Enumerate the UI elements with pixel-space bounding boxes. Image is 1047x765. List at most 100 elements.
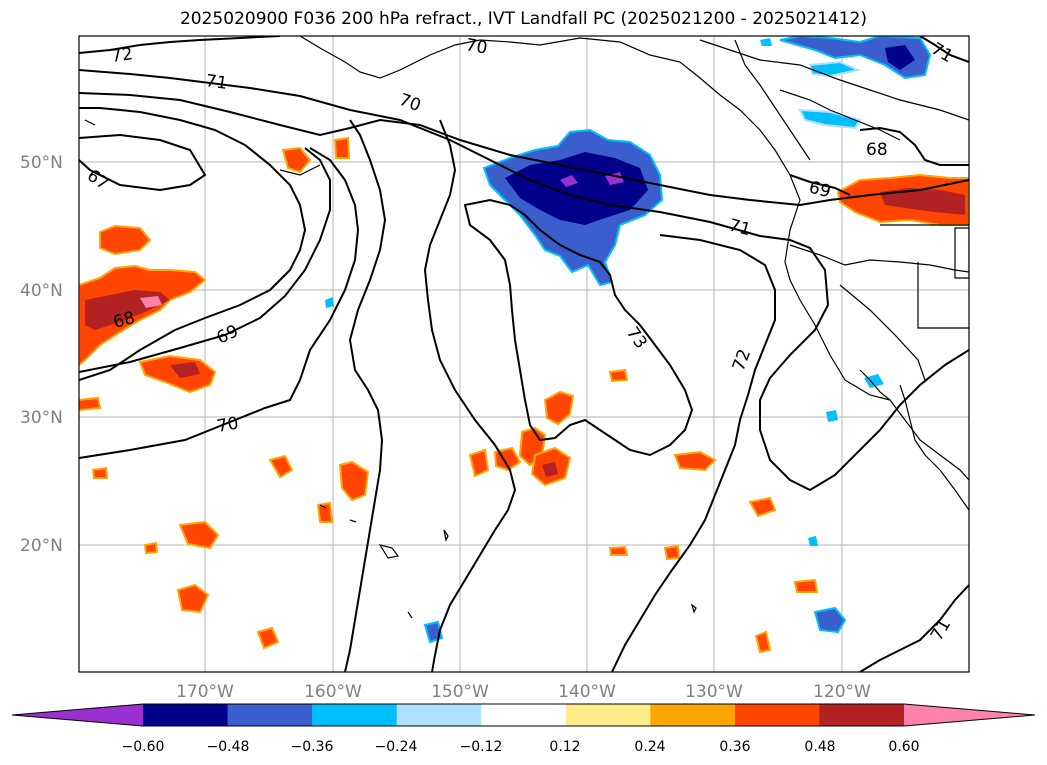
colorbar-segment bbox=[650, 704, 736, 726]
purple-spot-1 bbox=[560, 175, 578, 187]
coastlines bbox=[84, 36, 969, 619]
colorbar-tick-label: −0.60 bbox=[122, 739, 165, 755]
contour-72-east bbox=[611, 234, 776, 672]
lon-label-120w: 120°W bbox=[813, 682, 871, 702]
contour-label-72: 72 bbox=[110, 44, 134, 67]
lat-label-30n: 30°N bbox=[20, 408, 63, 428]
colorbar-tick-label: −0.36 bbox=[291, 739, 334, 755]
lat-label-50n: 50°N bbox=[20, 153, 63, 173]
orange-region-south-3 bbox=[268, 454, 294, 479]
colorbar-tick-label: 0.12 bbox=[549, 739, 580, 755]
contour-70-west bbox=[79, 147, 360, 459]
red-region-northeast bbox=[880, 188, 965, 215]
pink-region-west bbox=[140, 296, 162, 308]
colorbar-tick-label: −0.24 bbox=[375, 739, 418, 755]
blue-core-gulf-of-alaska bbox=[505, 152, 648, 225]
blue-region-south bbox=[813, 606, 847, 634]
contour-lines bbox=[79, 36, 969, 672]
lat-label-40n: 40°N bbox=[20, 281, 63, 301]
colorbar-tick-label: −0.12 bbox=[460, 739, 503, 755]
orange-region-central-1 bbox=[543, 390, 575, 426]
contour-73 bbox=[463, 198, 694, 457]
colorbar-segment bbox=[819, 704, 905, 726]
colorbar-segment bbox=[565, 704, 651, 726]
orange-region-small-4 bbox=[143, 541, 159, 555]
contour-label-70-top: 70 bbox=[464, 35, 489, 58]
contour-68-west bbox=[79, 107, 307, 381]
contour-ne-arc bbox=[919, 36, 969, 63]
colorbar-extend-high bbox=[904, 704, 1035, 726]
colorbar-tick-label: 0.48 bbox=[804, 739, 835, 755]
contour-70-north bbox=[79, 92, 969, 207]
orange-region-south-2 bbox=[176, 583, 210, 614]
positive-anomaly-regions bbox=[79, 136, 969, 654]
negative-anomaly-regions bbox=[325, 36, 932, 644]
latitude-labels: 50°N 40°N 30°N 20°N bbox=[20, 153, 63, 556]
orange-region-south-4 bbox=[338, 460, 370, 502]
lon-label-170w: 170°W bbox=[176, 682, 234, 702]
orange-region-south-7 bbox=[754, 630, 772, 654]
map-title: 2025020900 F036 200 hPa refract., IVT La… bbox=[179, 9, 867, 29]
blue-core-northeast bbox=[885, 45, 915, 70]
orange-region-north-1 bbox=[281, 146, 312, 174]
blue-region-small-3 bbox=[808, 536, 818, 546]
contour-67 bbox=[79, 133, 207, 192]
contour-label-71: 71 bbox=[204, 71, 228, 94]
blue-region-baja bbox=[864, 374, 884, 388]
contour-71-south bbox=[859, 584, 969, 672]
map-frame bbox=[78, 35, 970, 673]
contour-label-68-ne: 68 bbox=[866, 140, 888, 160]
blue-region-small-2 bbox=[826, 410, 838, 422]
contour-label-70-west: 70 bbox=[215, 413, 240, 436]
colorbar-segment bbox=[312, 704, 398, 726]
contour-71-central bbox=[423, 119, 517, 672]
contour-71-north bbox=[79, 69, 969, 492]
contour-70-central bbox=[344, 119, 387, 672]
orange-region-central-6 bbox=[673, 450, 717, 472]
orange-region-south-6 bbox=[748, 496, 777, 518]
orange-region-small-5 bbox=[333, 136, 351, 159]
colorbar bbox=[11, 703, 1036, 727]
blue-region-small-ne bbox=[808, 60, 862, 78]
orange-region-small-1 bbox=[608, 368, 629, 383]
blue-region-small-5 bbox=[760, 38, 772, 46]
contour-69-west bbox=[79, 147, 331, 373]
lon-label-140w: 140°W bbox=[558, 682, 616, 702]
orange-region-small-9 bbox=[793, 578, 819, 593]
blue-region-bc bbox=[798, 108, 862, 130]
colorbar-tick-label: −0.48 bbox=[207, 739, 250, 755]
colorbar-extend-low bbox=[12, 704, 143, 726]
lon-label-130w: 130°W bbox=[685, 682, 743, 702]
colorbar-tick-label: 0.60 bbox=[888, 739, 919, 755]
orange-region-central-5 bbox=[468, 448, 490, 478]
map-panel bbox=[79, 36, 969, 672]
colorbar-tick-label: 0.36 bbox=[719, 739, 750, 755]
colorbar-tick-label: 0.24 bbox=[634, 739, 665, 755]
colorbar-segment bbox=[227, 704, 313, 726]
colorbar-segment bbox=[734, 704, 820, 726]
orange-region-small-2 bbox=[608, 545, 629, 556]
contour-68-ne bbox=[859, 126, 969, 166]
longitude-labels: 170°W 160°W 150°W 140°W 130°W 120°W bbox=[176, 682, 871, 702]
orange-region-south-1 bbox=[178, 520, 220, 550]
lon-label-160w: 160°W bbox=[304, 682, 362, 702]
blue-region-small-4 bbox=[325, 297, 334, 308]
orange-region-small-6 bbox=[79, 396, 102, 412]
colorbar-tick-labels: −0.60 −0.48 −0.36 −0.24 −0.12 0.12 0.24 … bbox=[122, 739, 920, 755]
orange-region-west-2 bbox=[99, 224, 152, 256]
colorbar-outline bbox=[11, 703, 1036, 727]
orange-region-small-7 bbox=[91, 466, 109, 479]
orange-region-west bbox=[79, 264, 207, 367]
orange-region-small-3 bbox=[663, 544, 681, 561]
contour-72-north bbox=[79, 36, 281, 54]
colorbar-segment bbox=[143, 704, 229, 726]
colorbar-segment bbox=[481, 704, 567, 726]
orange-region-small-8 bbox=[316, 501, 334, 523]
red-region-west-3 bbox=[170, 362, 200, 378]
contour-69-ne bbox=[789, 174, 851, 196]
orange-region-south-5 bbox=[256, 626, 280, 650]
blue-region-northeast bbox=[779, 36, 932, 80]
red-region-central-3 bbox=[542, 462, 558, 477]
lat-label-20n: 20°N bbox=[20, 536, 63, 556]
